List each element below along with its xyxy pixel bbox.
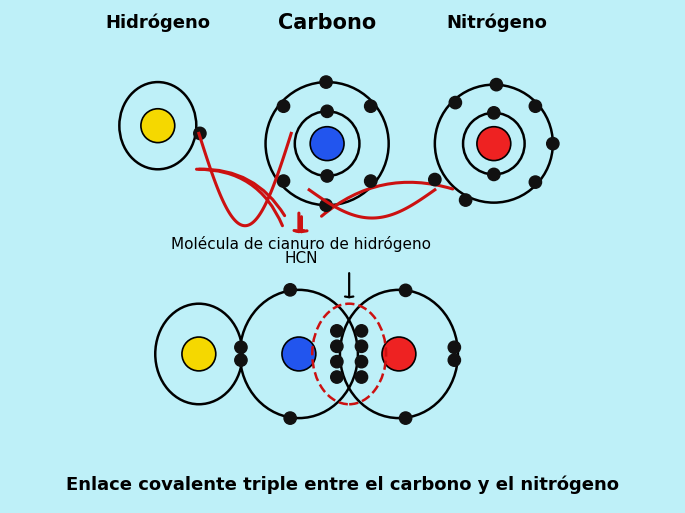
- Text: Nitrógeno: Nitrógeno: [446, 14, 547, 32]
- Circle shape: [356, 371, 368, 383]
- Circle shape: [331, 371, 343, 383]
- Circle shape: [282, 337, 316, 371]
- Circle shape: [490, 78, 503, 91]
- Circle shape: [331, 340, 343, 352]
- Circle shape: [320, 199, 332, 211]
- Circle shape: [448, 341, 460, 353]
- Text: Enlace covalente triple entre el carbono y el nitrógeno: Enlace covalente triple entre el carbono…: [66, 476, 619, 494]
- Circle shape: [530, 176, 542, 188]
- Circle shape: [488, 107, 500, 119]
- Circle shape: [194, 127, 206, 140]
- Circle shape: [320, 76, 332, 88]
- Circle shape: [141, 109, 175, 143]
- Circle shape: [460, 194, 472, 206]
- Circle shape: [284, 284, 297, 296]
- Circle shape: [448, 354, 460, 366]
- Text: HCN: HCN: [285, 250, 319, 266]
- Circle shape: [488, 168, 500, 181]
- Circle shape: [477, 127, 511, 161]
- Circle shape: [399, 412, 412, 424]
- Circle shape: [429, 173, 441, 186]
- Circle shape: [331, 325, 343, 337]
- Circle shape: [277, 100, 290, 112]
- Circle shape: [321, 105, 334, 117]
- Circle shape: [235, 341, 247, 353]
- Circle shape: [547, 137, 559, 150]
- Circle shape: [284, 412, 297, 424]
- Circle shape: [356, 325, 368, 337]
- Circle shape: [356, 356, 368, 368]
- Circle shape: [399, 284, 412, 297]
- Circle shape: [235, 354, 247, 366]
- Circle shape: [382, 337, 416, 371]
- Circle shape: [530, 100, 542, 112]
- Circle shape: [321, 170, 334, 182]
- Circle shape: [449, 96, 462, 109]
- Circle shape: [356, 340, 368, 352]
- Circle shape: [364, 100, 377, 112]
- Text: Molécula de cianuro de hidrógeno: Molécula de cianuro de hidrógeno: [171, 235, 432, 252]
- Circle shape: [277, 175, 290, 187]
- Circle shape: [310, 127, 344, 161]
- Text: Carbono: Carbono: [278, 13, 376, 33]
- Text: Hidrógeno: Hidrógeno: [105, 14, 210, 32]
- Circle shape: [331, 356, 343, 368]
- Circle shape: [364, 175, 377, 187]
- Circle shape: [182, 337, 216, 371]
